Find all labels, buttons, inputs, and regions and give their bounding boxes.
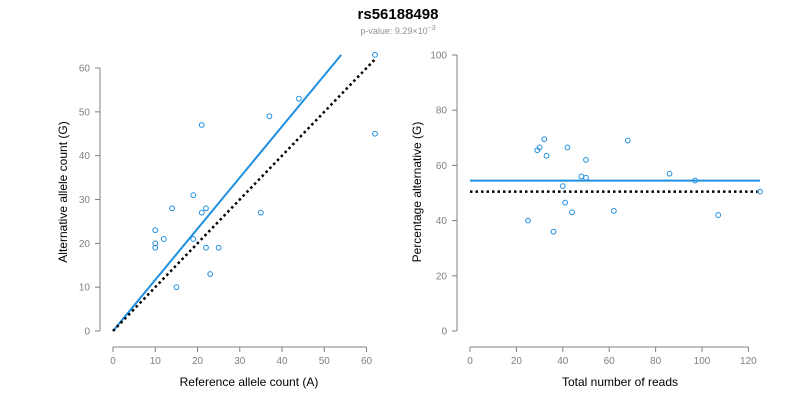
data-point — [583, 174, 589, 181]
data-point — [715, 212, 722, 218]
data-point — [692, 177, 698, 184]
y-tick-label: 60 — [436, 161, 448, 172]
x-tick-label: 120 — [740, 356, 757, 367]
y-tick-label: 60 — [79, 64, 91, 75]
x-tick-label: 0 — [110, 356, 116, 367]
data-point — [559, 183, 566, 190]
x-tick-label: 40 — [276, 356, 288, 367]
data-point — [207, 271, 214, 277]
data-point — [296, 95, 302, 102]
data-point — [569, 209, 575, 216]
y-tick-label: 100 — [430, 51, 447, 62]
data-point — [564, 144, 571, 151]
x-tick-label: 20 — [511, 356, 523, 367]
y-axis-label: Alternative allele count (G) — [56, 121, 70, 262]
x-axis-label: Reference allele count (A) — [180, 375, 319, 389]
x-tick-label: 40 — [557, 356, 569, 367]
data-point — [203, 244, 209, 251]
x-tick-label: 80 — [650, 356, 662, 367]
x-tick-label: 30 — [234, 356, 246, 367]
y-tick-label: 0 — [441, 327, 447, 338]
data-point — [190, 192, 197, 199]
fit-line — [112, 54, 342, 332]
data-point — [757, 188, 763, 195]
data-point — [215, 244, 222, 251]
data-point — [152, 227, 159, 234]
data-point — [266, 113, 273, 120]
p-value-exponent: −3 — [428, 25, 436, 32]
x-tick-label: 100 — [694, 356, 711, 367]
data-point — [583, 156, 589, 163]
data-point — [173, 284, 180, 291]
reference-line — [112, 58, 376, 332]
data-point — [624, 137, 631, 144]
y-tick-label: 50 — [79, 107, 91, 118]
x-tick-label: 60 — [361, 356, 373, 367]
chart-subtitle: p-value: 9.29×10−3 — [360, 25, 435, 36]
y-tick-label: 0 — [84, 327, 90, 338]
chart-title: rs56188498 — [358, 6, 439, 23]
x-tick-label: 10 — [150, 356, 162, 367]
data-point — [562, 199, 569, 206]
data-point — [198, 122, 205, 128]
data-point — [190, 236, 197, 242]
y-tick-label: 40 — [436, 216, 448, 227]
data-point — [543, 152, 550, 159]
y-tick-label: 10 — [79, 283, 91, 294]
p-value-text: p-value: 9.29×10 — [360, 26, 427, 36]
x-tick-label: 60 — [604, 356, 616, 367]
data-point — [160, 236, 167, 242]
y-tick-label: 80 — [436, 106, 448, 117]
y-tick-label: 20 — [79, 239, 91, 250]
data-point — [666, 170, 673, 177]
data-point — [536, 144, 543, 151]
data-point — [372, 51, 378, 58]
y-tick-label: 30 — [79, 195, 91, 206]
data-point — [541, 136, 548, 143]
x-axis-label: Total number of reads — [562, 375, 678, 389]
data-point — [578, 173, 585, 180]
data-point — [152, 240, 159, 247]
x-tick-label: 20 — [192, 356, 204, 367]
right-scatter-plot: 0 20 40 60 80 100 120 0 20 40 60 80 100 Total number … — [410, 51, 763, 389]
data-point — [258, 209, 264, 216]
y-tick-label: 20 — [436, 271, 448, 282]
x-tick-label: 0 — [467, 356, 473, 367]
data-point — [203, 205, 209, 212]
data-point — [610, 208, 617, 214]
data-point — [372, 130, 378, 137]
x-tick-label: 50 — [319, 356, 331, 367]
y-tick-label: 40 — [79, 151, 91, 162]
data-point — [550, 228, 557, 235]
data-point — [198, 209, 205, 216]
data-point — [169, 205, 176, 212]
left-scatter-plot: 0 10 20 30 40 50 60 0 10 20 30 40 50 60 Reference alle… — [56, 51, 378, 389]
data-point — [525, 217, 531, 224]
y-axis-label: Percentage alternative (G) — [410, 122, 424, 263]
